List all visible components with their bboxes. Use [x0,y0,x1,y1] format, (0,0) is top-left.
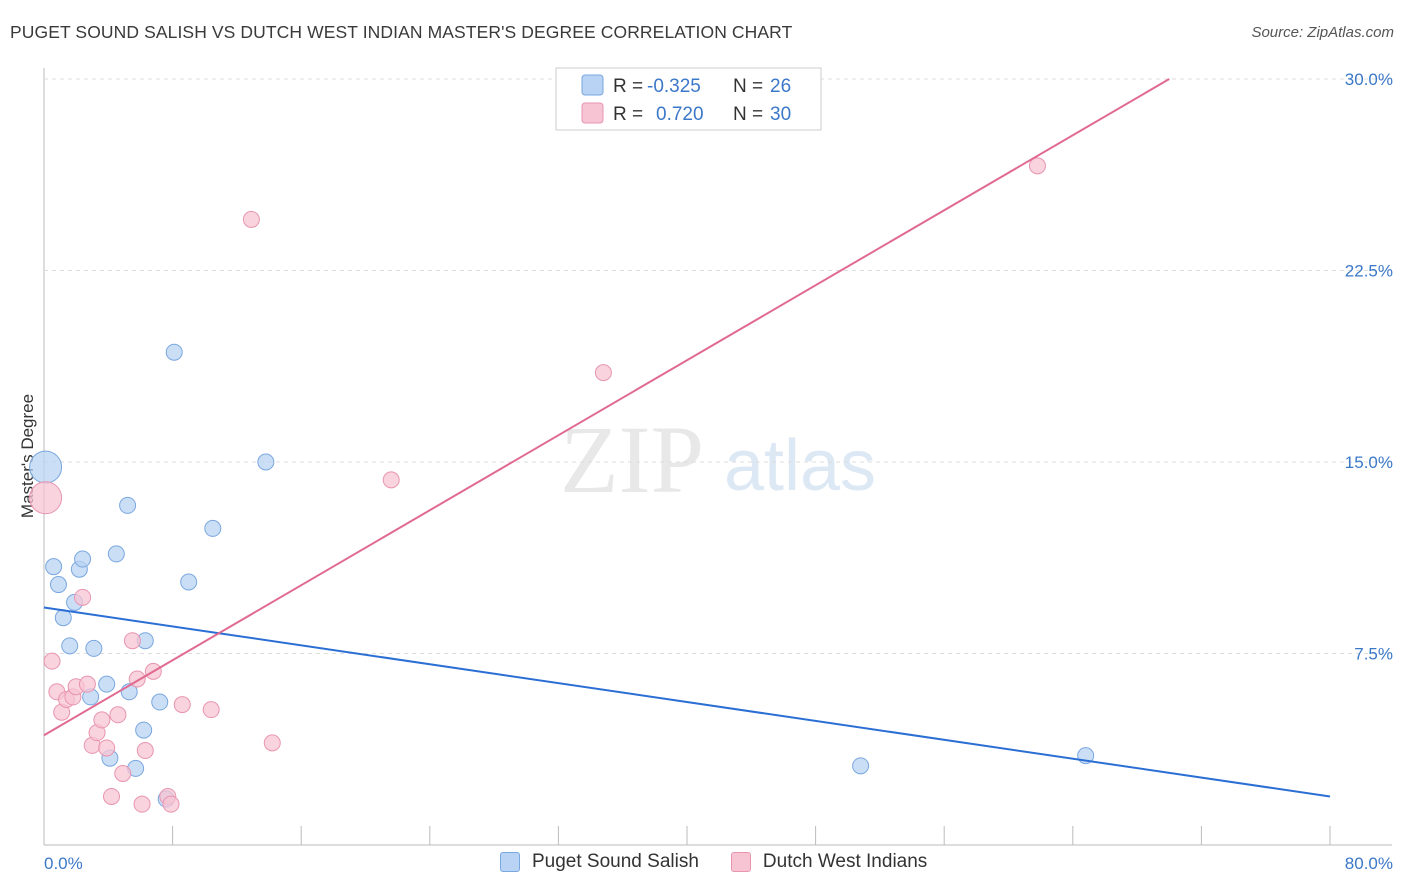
legend-n-value-blue: 26 [770,76,791,97]
legend-swatch-blue [581,74,604,96]
point-dutch-west-indians [1028,157,1046,175]
series-dutch-west-indians-points [29,157,1046,813]
legend-label-dutch-west-indians: Dutch West Indians [762,851,928,872]
point-puget-sound-salish [107,545,125,563]
point-dutch-west-indians [136,742,154,760]
point-dutch-west-indians [103,787,121,805]
point-dutch-west-indians [74,588,92,606]
point-dutch-west-indians [133,795,151,813]
legend-label-puget-sound-salish: Puget Sound Salish [532,851,699,872]
trend-lines [43,78,1331,798]
point-puget-sound-salish [45,558,63,576]
x-tick-label-min: 0.0% [44,854,83,873]
y-tick-label: 15.0% [1345,453,1393,472]
point-puget-sound-salish [61,637,79,655]
point-dutch-west-indians [93,711,111,729]
point-dutch-west-indians [242,210,260,228]
point-puget-sound-salish [180,573,198,591]
legend-swatch-pink [581,102,604,124]
point-dutch-west-indians [78,675,96,693]
legend-n-value-pink: 30 [770,104,791,125]
legend-series: Puget Sound Salish Dutch West Indians [500,851,959,873]
legend-r-value-blue: -0.325 [647,76,701,97]
point-dutch-west-indians [173,696,191,714]
y-tick-labels: 7.5% 15.0% 22.5% 30.0% [1345,70,1393,664]
y-tick-label: 7.5% [1354,645,1393,664]
point-puget-sound-salish [852,757,870,775]
point-dutch-west-indians [123,632,141,650]
point-puget-sound-salish [257,453,275,471]
point-puget-sound-salish [85,639,103,657]
legend-item-dutch-west-indians: Dutch West Indians [730,851,928,873]
legend-r-label-blue: R = [613,76,643,97]
watermark-atlas: atlas [724,426,876,506]
legend-n-label-blue: N = [733,76,763,97]
legend-swatch-dutch-west-indians [730,852,751,872]
point-puget-sound-salish [204,519,222,537]
gridlines [44,78,1392,654]
point-puget-sound-salish [165,343,183,361]
legend-n-label-pink: N = [733,104,763,125]
legend-r-label-pink: R = [613,104,643,125]
chart-title: PUGET SOUND SALISH VS DUTCH WEST INDIAN … [10,22,793,42]
point-dutch-west-indians [382,471,400,489]
legend-r-value-pink: 0.720 [656,104,704,125]
point-dutch-west-indians [29,481,63,515]
trendline-puget-sound-salish [43,606,1331,798]
point-puget-sound-salish [135,721,153,739]
point-dutch-west-indians [43,652,61,670]
y-axis-label: Master's Degree [18,394,37,518]
legend-swatch-puget-sound-salish [500,852,520,872]
point-dutch-west-indians [263,734,281,752]
point-puget-sound-salish [119,496,137,514]
trendline-dutch-west-indians [43,78,1170,737]
point-puget-sound-salish [29,450,63,484]
point-puget-sound-salish [74,550,92,568]
point-dutch-west-indians [98,739,116,757]
point-puget-sound-salish [49,576,67,594]
watermark-zip: ZIP [560,406,704,513]
point-dutch-west-indians [109,706,127,724]
point-puget-sound-salish [98,675,116,693]
y-tick-label: 30.0% [1345,70,1393,89]
legend-item-puget-sound-salish: Puget Sound Salish [500,851,699,873]
x-tick-label-max: 80.0% [1345,854,1393,873]
legend-stats: R = -0.325 N = 26 R = 0.720 N = 30 [555,67,822,131]
x-ticks [43,826,1331,845]
point-dutch-west-indians [162,795,180,813]
point-dutch-west-indians [114,765,132,783]
y-tick-label: 22.5% [1345,262,1393,281]
source-credit: Source: ZipAtlas.com [1251,24,1394,41]
point-dutch-west-indians [594,364,612,382]
point-puget-sound-salish [151,693,169,711]
point-dutch-west-indians [202,701,220,719]
